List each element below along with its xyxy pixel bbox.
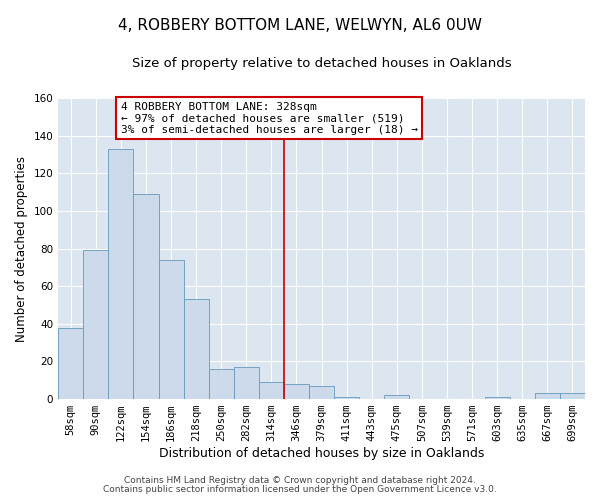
- Bar: [184, 300, 209, 399]
- Bar: [158, 260, 184, 399]
- Text: Contains HM Land Registry data © Crown copyright and database right 2024.: Contains HM Land Registry data © Crown c…: [124, 476, 476, 485]
- Bar: [209, 369, 234, 399]
- Text: Contains public sector information licensed under the Open Government Licence v3: Contains public sector information licen…: [103, 485, 497, 494]
- Bar: [259, 382, 284, 399]
- X-axis label: Distribution of detached houses by size in Oaklands: Distribution of detached houses by size …: [159, 447, 484, 460]
- Bar: [58, 328, 83, 399]
- Bar: [334, 397, 359, 399]
- Bar: [385, 396, 409, 399]
- Title: Size of property relative to detached houses in Oaklands: Size of property relative to detached ho…: [132, 58, 511, 70]
- Bar: [133, 194, 158, 399]
- Text: 4 ROBBERY BOTTOM LANE: 328sqm
← 97% of detached houses are smaller (519)
3% of s: 4 ROBBERY BOTTOM LANE: 328sqm ← 97% of d…: [121, 102, 418, 135]
- Y-axis label: Number of detached properties: Number of detached properties: [15, 156, 28, 342]
- Bar: [83, 250, 109, 399]
- Bar: [284, 384, 309, 399]
- Bar: [485, 397, 510, 399]
- Bar: [535, 394, 560, 399]
- Bar: [109, 149, 133, 399]
- Bar: [309, 386, 334, 399]
- Text: 4, ROBBERY BOTTOM LANE, WELWYN, AL6 0UW: 4, ROBBERY BOTTOM LANE, WELWYN, AL6 0UW: [118, 18, 482, 32]
- Bar: [560, 394, 585, 399]
- Bar: [234, 367, 259, 399]
